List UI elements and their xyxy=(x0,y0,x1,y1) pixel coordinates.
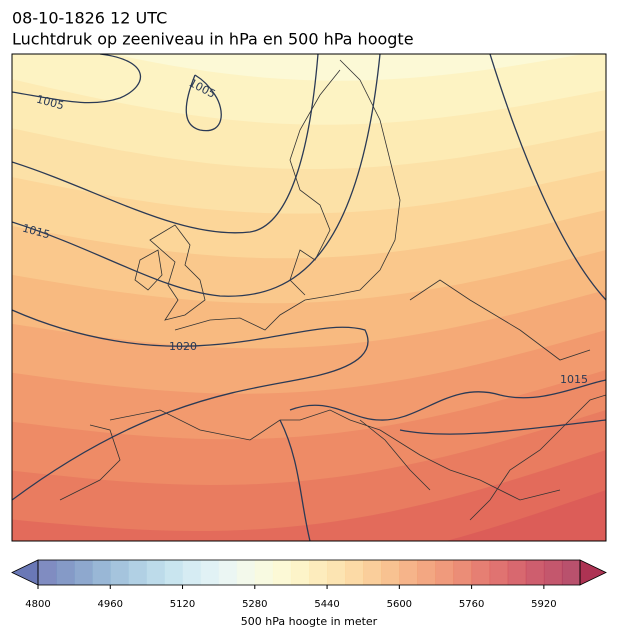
colorbar-tick-label: 5760 xyxy=(459,599,484,610)
band xyxy=(12,490,606,541)
isobar xyxy=(12,54,319,234)
colorbar-frame xyxy=(37,559,581,586)
height-fill xyxy=(12,54,606,541)
colorbar-segment xyxy=(146,560,165,585)
colorbar-tick-label: 4960 xyxy=(98,599,123,610)
colorbar-segment xyxy=(471,560,491,585)
colorbar-segment xyxy=(345,560,364,585)
isobar xyxy=(12,309,369,501)
colorbar-segment xyxy=(200,560,220,585)
colorbar-segment xyxy=(381,560,400,585)
subtitle: Luchtdruk op zeeniveau in hPa en 500 hPa… xyxy=(12,30,414,49)
colorbar: 4800 4960 5120 5280 5440 5600 5760 5920 xyxy=(11,559,607,610)
contour-label: 1015 xyxy=(560,373,588,386)
band xyxy=(12,450,606,541)
coastline xyxy=(59,59,606,521)
colorbar-segment xyxy=(38,560,57,585)
isobar xyxy=(489,54,606,301)
map xyxy=(12,54,606,541)
isobar xyxy=(289,379,606,421)
colorbar-segment xyxy=(561,560,581,585)
isobar xyxy=(279,419,606,541)
colorbar-segment xyxy=(525,560,545,585)
colorbar-tick-label: 5440 xyxy=(314,599,339,610)
colorbar-segment xyxy=(110,560,129,585)
colorbar-segment xyxy=(453,560,473,585)
title: 08-10-1826 12 UTC xyxy=(12,9,167,28)
colorbar-segment xyxy=(327,560,346,585)
isobar xyxy=(12,54,381,297)
colorbar-extend-high xyxy=(579,559,607,586)
isobar xyxy=(185,74,222,132)
colorbar-segment xyxy=(489,560,509,585)
colorbar-segment xyxy=(236,560,256,585)
colorbar-segment xyxy=(254,560,274,585)
colorbar-segment xyxy=(399,560,418,585)
colorbar-tick-label: 5600 xyxy=(387,599,412,610)
colorbar-tick-label: 5920 xyxy=(531,599,556,610)
colorbar-segment xyxy=(92,560,111,585)
colorbar-segment xyxy=(74,560,93,585)
colorbar-segment xyxy=(543,560,563,585)
colorbar-segment xyxy=(417,560,436,585)
colorbar-tick-label: 4800 xyxy=(25,599,50,610)
colorbar-segment xyxy=(218,560,238,585)
colorbar-segment xyxy=(272,560,292,585)
colorbar-segment xyxy=(128,560,147,585)
colorbar-segment xyxy=(290,560,310,585)
colorbar-segment xyxy=(363,560,382,585)
colorbar-tick-label: 5280 xyxy=(242,599,267,610)
colorbar-segment xyxy=(507,560,527,585)
colorbar-extend-low xyxy=(11,559,39,586)
map-frame xyxy=(11,53,607,542)
isobar xyxy=(12,54,142,104)
colorbar-tick-label: 5120 xyxy=(170,599,195,610)
colorbar-segment xyxy=(309,560,328,585)
colorbar-label: 500 hPa hoogte in meter xyxy=(241,615,378,628)
colorbar-segment xyxy=(435,560,455,585)
colorbar-segment xyxy=(164,560,184,585)
colorbar-segment xyxy=(182,560,202,585)
contour-label: 1020 xyxy=(169,340,197,353)
colorbar-segment xyxy=(56,560,75,585)
